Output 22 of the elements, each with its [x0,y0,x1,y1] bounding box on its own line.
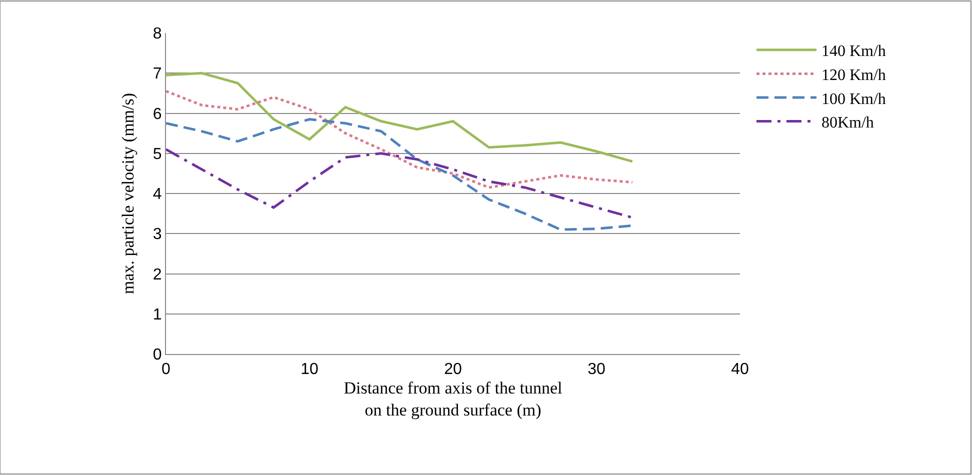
x-axis-title: Distance from axis of the tunnel on the ground surface (m) [344,378,563,420]
line-series [166,72,634,163]
x-tick-label: 30 [588,361,606,378]
y-tick-label: 5 [152,146,162,163]
x-tick-label: 40 [731,361,749,378]
y-tick-label: 7 [152,66,162,83]
y-tick-label: 0 [152,346,162,364]
y-tick-label: 4 [152,186,162,204]
legend-label: 100 Km/h [821,90,886,108]
y-tick-label: 1 [152,306,162,324]
line-series [166,90,634,189]
y-tick-label: 8 [152,26,162,43]
legend-label: 140 Km/h [821,43,886,60]
x-tick-label: 10 [300,361,318,378]
legend-label: 120 Km/h [821,66,886,84]
y-tick-label: 6 [152,106,162,123]
x-tick-label: 20 [444,361,462,378]
line-series [166,148,634,219]
legend-label: 80Km/h [821,114,874,132]
y-axis-title: max. particle velocity (mm/s) [118,92,138,294]
y-tick-label: 2 [152,266,162,284]
y-tick-label: 3 [152,226,162,244]
